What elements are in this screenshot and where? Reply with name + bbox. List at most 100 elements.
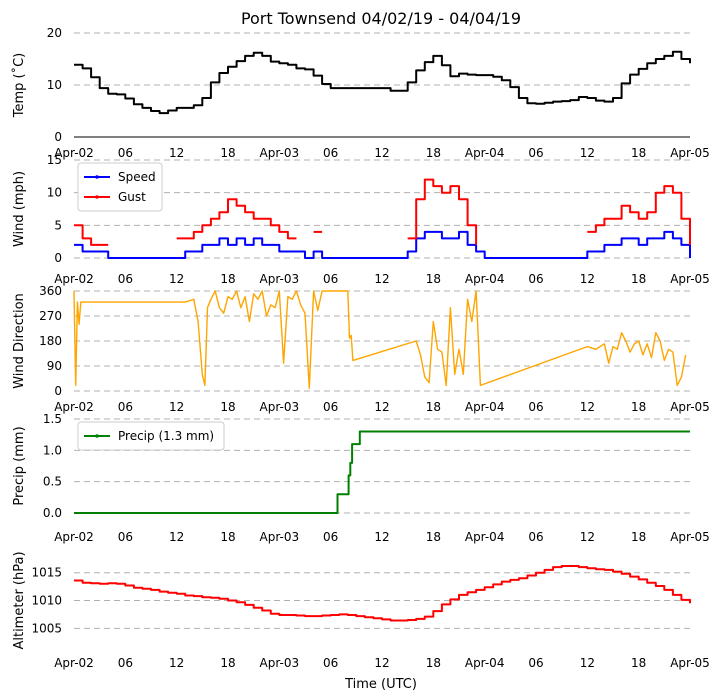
alt-x-tick-label: 06 <box>323 656 338 670</box>
precip-y-tick-label: 0.0 <box>43 506 62 520</box>
alt-x-tick-label: 18 <box>631 656 646 670</box>
temp-x-tick-label: Apr-04 <box>465 146 505 160</box>
alt-x-tick-label: Apr-02 <box>54 656 94 670</box>
precip-x-tick-label: 06 <box>528 530 543 544</box>
precip-x-tick-label: 18 <box>220 530 235 544</box>
dir-panel: 0 90 180 270 360 Wind Direction Apr-02 06 12 18 Ap… <box>12 284 710 414</box>
temp-y-tick-label: 0 <box>54 130 62 144</box>
precip-x-tick-label: Apr-05 <box>670 530 710 544</box>
wind-legend-box <box>77 162 163 212</box>
temp-y-tick-label: 10 <box>47 78 62 92</box>
wind-series-gust <box>74 224 109 246</box>
temp-x-tick-label: 06 <box>118 146 133 160</box>
alt-x-tick-label: 06 <box>118 656 133 670</box>
wind-x-tick-label: Apr-04 <box>465 272 505 286</box>
alt-y-tick-label: 1015 <box>31 566 62 580</box>
dir-x-tick-label: 12 <box>374 400 389 414</box>
dir-x-tick-label: Apr-02 <box>54 400 94 414</box>
wind-series-gust <box>587 185 691 245</box>
panels: 0 10 20 Temp (˚C) Apr-02 06 12 18 Apr-03 06 12 18 Ap… <box>11 26 710 670</box>
precip-x-tick-label: 18 <box>426 530 441 544</box>
precip-y-axis-label: Precip (mm) <box>12 426 27 505</box>
wind-x-tick-label: 06 <box>528 272 543 286</box>
precip-legend-label: Precip (1.3 mm) <box>118 429 214 443</box>
dir-x-tick-label: 06 <box>118 400 133 414</box>
wind-x-tick-label: 12 <box>374 272 389 286</box>
precip-x-tick-label: 12 <box>374 530 389 544</box>
temp-x-tick-label: 12 <box>580 146 595 160</box>
dir-y-tick-label: 360 <box>39 284 62 298</box>
temp-y-axis-label: Temp (˚C) <box>11 53 27 119</box>
precip-y-tick-label: 1.0 <box>43 443 62 457</box>
precip-x-tick-label: 18 <box>631 530 646 544</box>
alt-x-tick-label: Apr-03 <box>260 656 300 670</box>
wind-series-speed <box>74 230 691 259</box>
wind-legend-label: Gust <box>118 190 146 204</box>
alt-x-tick-label: 18 <box>220 656 235 670</box>
temp-y-tick-label: 20 <box>47 26 62 40</box>
precip-x-tick-label: 12 <box>169 530 184 544</box>
x-axis-label: Time (UTC) <box>344 677 417 692</box>
temp-x-tick-label: 12 <box>169 146 184 160</box>
dir-x-tick-label: 06 <box>323 400 338 414</box>
temp-series-temp <box>74 50 691 115</box>
dir-x-tick-label: Apr-05 <box>670 400 710 414</box>
wind-x-tick-label: Apr-03 <box>260 272 300 286</box>
dir-y-tick-label: 270 <box>39 309 62 323</box>
wind-legend-label: Speed <box>118 170 156 184</box>
temp-x-tick-label: 18 <box>631 146 646 160</box>
dir-x-tick-label: Apr-04 <box>465 400 505 414</box>
wind-y-tick-label: 0 <box>54 251 62 265</box>
wind-y-tick-label: 5 <box>54 218 62 232</box>
wind-panel: 0 5 10 15 Wind (mph) Apr-02 06 12 18 Apr-03 06 12 18… <box>12 153 710 286</box>
dir-y-tick-label: 0 <box>54 384 62 398</box>
dir-x-tick-label: 18 <box>426 400 441 414</box>
wind-series-gust <box>176 198 297 240</box>
dir-y-tick-label: 180 <box>39 334 62 348</box>
alt-x-tick-label: Apr-04 <box>465 656 505 670</box>
dir-y-tick-label: 90 <box>47 359 62 373</box>
wind-x-tick-label: 18 <box>220 272 235 286</box>
wind-x-tick-label: Apr-02 <box>54 272 94 286</box>
precip-legend-box <box>77 421 225 451</box>
wind-x-tick-label: 06 <box>118 272 133 286</box>
temp-x-tick-label: Apr-03 <box>260 146 300 160</box>
temp-panel: 0 10 20 Temp (˚C) Apr-02 06 12 18 Apr-03 06 12 18 Ap… <box>11 26 710 160</box>
wind-series-gust <box>407 178 478 245</box>
precip-y-tick-label: 0.5 <box>43 475 62 489</box>
dir-x-tick-label: 12 <box>169 400 184 414</box>
precip-panel: 0.0 0.5 1.0 1.5 Precip (mm) Apr-02 06 12 18 Apr-0… <box>12 412 710 544</box>
alt-x-tick-label: 06 <box>528 656 543 670</box>
dir-x-tick-label: 18 <box>220 400 235 414</box>
precip-series-precip-1-3-mm- <box>74 430 690 514</box>
precip-x-tick-label: Apr-04 <box>465 530 505 544</box>
alt-y-axis-label: Altimeter (hPa) <box>12 551 27 649</box>
dir-x-tick-label: 12 <box>580 400 595 414</box>
temp-x-tick-label: 18 <box>220 146 235 160</box>
precip-y-tick-label: 1.5 <box>43 412 62 426</box>
wind-legend-marker <box>95 175 99 179</box>
wind-y-tick-label: 15 <box>47 153 62 167</box>
wind-y-axis-label: Wind (mph) <box>12 171 27 247</box>
alt-x-tick-label: 12 <box>580 656 595 670</box>
dir-x-tick-label: Apr-03 <box>260 400 300 414</box>
chart-title: Port Townsend 04/02/19 - 04/04/19 <box>241 9 521 28</box>
dir-y-axis-label: Wind Direction <box>12 293 27 389</box>
alt-series-altimeter <box>74 565 691 622</box>
wind-x-tick-label: Apr-05 <box>670 272 710 286</box>
temp-x-tick-label: 06 <box>528 146 543 160</box>
wind-x-tick-label: 12 <box>580 272 595 286</box>
wind-x-tick-label: 12 <box>169 272 184 286</box>
alt-x-tick-label: 18 <box>426 656 441 670</box>
precip-x-tick-label: Apr-03 <box>260 530 300 544</box>
temp-x-tick-label: 12 <box>374 146 389 160</box>
temp-x-tick-label: 06 <box>323 146 338 160</box>
alt-panel: 1005 1010 1015 Altimeter (hPa) Apr-02 06 12 18 A… <box>12 551 710 670</box>
wind-x-tick-label: 18 <box>426 272 441 286</box>
wind-legend: Speed Gust <box>77 162 163 212</box>
precip-x-tick-label: 06 <box>118 530 133 544</box>
precip-x-tick-label: Apr-02 <box>54 530 94 544</box>
precip-legend-marker <box>95 434 99 438</box>
temp-x-tick-label: 18 <box>426 146 441 160</box>
